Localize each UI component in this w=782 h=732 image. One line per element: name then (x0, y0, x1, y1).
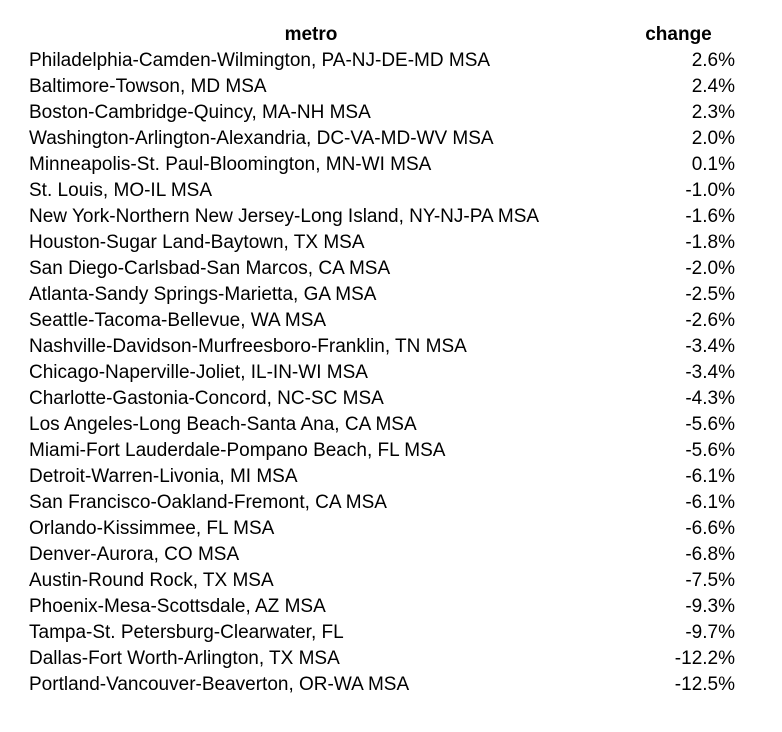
table-row: Tampa-St. Petersburg-Clearwater, FL -9.7% (0, 620, 782, 646)
metro-cell: Seattle-Tacoma-Bellevue, WA MSA (29, 310, 327, 331)
metro-cell: Baltimore-Towson, MD MSA (29, 76, 267, 97)
metro-cell: Denver-Aurora, CO MSA (29, 544, 240, 565)
metro-cell: Portland-Vancouver-Beaverton, OR-WA MSA (29, 674, 410, 695)
table-row: Philadelphia-Camden-Wilmington, PA-NJ-DE… (0, 48, 782, 74)
metro-cell: Nashville-Davidson-Murfreesboro-Franklin… (29, 336, 467, 357)
table-row: Phoenix-Mesa-Scottsdale, AZ MSA -9.3% (0, 594, 782, 620)
table-row: San Diego-Carlsbad-San Marcos, CA MSA -2.… (0, 256, 782, 282)
table-row: Washington-Arlington-Alexandria, DC-VA-M… (0, 126, 782, 152)
table-row: Portland-Vancouver-Beaverton, OR-WA MSA -… (0, 672, 782, 698)
change-cell: -5.6% (685, 414, 735, 435)
table-row: Denver-Aurora, CO MSA -6.8% (0, 542, 782, 568)
change-cell: -12.2% (674, 648, 735, 669)
metro-cell: Boston-Cambridge-Quincy, MA-NH MSA (29, 102, 371, 123)
change-column-header: change (645, 24, 712, 45)
change-cell: 2.0% (691, 128, 735, 149)
table-row: Detroit-Warren-Livonia, MI MSA -6.1% (0, 464, 782, 490)
table-header-row: metro change (0, 22, 782, 48)
change-cell: -6.1% (685, 492, 735, 513)
table-row: Nashville-Davidson-Murfreesboro-Franklin… (0, 334, 782, 360)
table-row: Dallas-Fort Worth-Arlington, TX MSA -12.2… (0, 646, 782, 672)
change-cell: -6.8% (685, 544, 735, 565)
metro-cell: New York-Northern New Jersey-Long Island… (29, 206, 540, 227)
change-cell: 2.6% (691, 50, 735, 71)
change-cell: 2.4% (691, 76, 735, 97)
change-cell: 2.3% (691, 102, 735, 123)
metro-cell: Charlotte-Gastonia-Concord, NC-SC MSA (29, 388, 384, 409)
table-body: Philadelphia-Camden-Wilmington, PA-NJ-DE… (0, 48, 782, 698)
table-row: Charlotte-Gastonia-Concord, NC-SC MSA -4.… (0, 386, 782, 412)
metro-cell: Los Angeles-Long Beach-Santa Ana, CA MSA (29, 414, 417, 435)
metro-cell: Washington-Arlington-Alexandria, DC-VA-M… (29, 128, 494, 149)
change-cell: -1.0% (685, 180, 735, 201)
change-cell: -1.6% (685, 206, 735, 227)
table-row: New York-Northern New Jersey-Long Island… (0, 204, 782, 230)
table-row: Atlanta-Sandy Springs-Marietta, GA MSA -2… (0, 282, 782, 308)
metro-cell: San Francisco-Oakland-Fremont, CA MSA (29, 492, 387, 513)
metro-cell: Dallas-Fort Worth-Arlington, TX MSA (29, 648, 340, 669)
change-cell: -3.4% (685, 362, 735, 383)
metro-cell: Austin-Round Rock, TX MSA (29, 570, 274, 591)
change-cell: -4.3% (685, 388, 735, 409)
table-row: San Francisco-Oakland-Fremont, CA MSA -6.… (0, 490, 782, 516)
table-row: Chicago-Naperville-Joliet, IL-IN-WI MSA -… (0, 360, 782, 386)
change-cell: -9.7% (685, 622, 735, 643)
table-row: Austin-Round Rock, TX MSA -7.5% (0, 568, 782, 594)
change-cell: -6.6% (685, 518, 735, 539)
metro-cell: Orlando-Kissimmee, FL MSA (29, 518, 275, 539)
metro-column-header: metro (284, 24, 338, 45)
table-row: Los Angeles-Long Beach-Santa Ana, CA MSA… (0, 412, 782, 438)
change-cell: 0.1% (691, 154, 735, 175)
table-row: Miami-Fort Lauderdale-Pompano Beach, FL … (0, 438, 782, 464)
metro-cell: Minneapolis-St. Paul-Bloomington, MN-WI … (29, 154, 432, 175)
change-cell: -6.1% (685, 466, 735, 487)
metro-cell: Philadelphia-Camden-Wilmington, PA-NJ-DE… (29, 50, 491, 71)
metro-cell: Detroit-Warren-Livonia, MI MSA (29, 466, 298, 487)
metro-cell: Phoenix-Mesa-Scottsdale, AZ MSA (29, 596, 326, 617)
table-row: St. Louis, MO-IL MSA -1.0% (0, 178, 782, 204)
table-row: Houston-Sugar Land-Baytown, TX MSA -1.8% (0, 230, 782, 256)
table-row: Boston-Cambridge-Quincy, MA-NH MSA 2.3% (0, 100, 782, 126)
change-cell: -5.6% (685, 440, 735, 461)
change-cell: -7.5% (685, 570, 735, 591)
metro-cell: St. Louis, MO-IL MSA (29, 180, 213, 201)
table-row: Orlando-Kissimmee, FL MSA -6.6% (0, 516, 782, 542)
change-cell: -2.0% (685, 258, 735, 279)
change-cell: -9.3% (685, 596, 735, 617)
change-cell: -2.6% (685, 310, 735, 331)
table-row: Seattle-Tacoma-Bellevue, WA MSA -2.6% (0, 308, 782, 334)
metro-cell: Houston-Sugar Land-Baytown, TX MSA (29, 232, 365, 253)
change-cell: -12.5% (674, 674, 735, 695)
table-row: Baltimore-Towson, MD MSA 2.4% (0, 74, 782, 100)
table-row: Minneapolis-St. Paul-Bloomington, MN-WI … (0, 152, 782, 178)
metro-cell: Chicago-Naperville-Joliet, IL-IN-WI MSA (29, 362, 368, 383)
change-cell: -2.5% (685, 284, 735, 305)
change-cell: -1.8% (685, 232, 735, 253)
metro-cell: Atlanta-Sandy Springs-Marietta, GA MSA (29, 284, 377, 305)
metro-cell: Tampa-St. Petersburg-Clearwater, FL (29, 622, 344, 643)
metro-cell: Miami-Fort Lauderdale-Pompano Beach, FL … (29, 440, 446, 461)
metro-cell: San Diego-Carlsbad-San Marcos, CA MSA (29, 258, 391, 279)
metro-change-table: metro change Philadelphia-Camden-Wilming… (0, 22, 782, 698)
change-cell: -3.4% (685, 336, 735, 357)
